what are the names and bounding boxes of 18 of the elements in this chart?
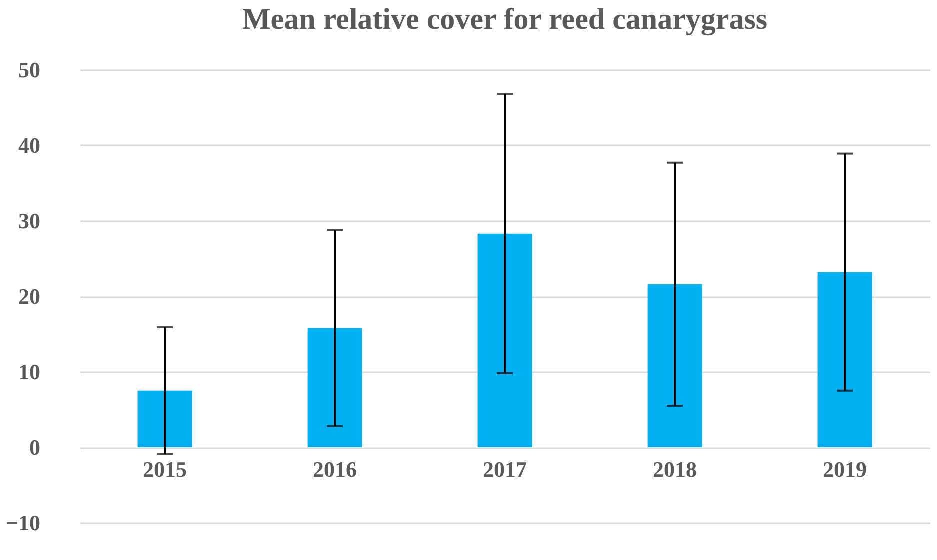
y-tick-label: −10 <box>6 510 40 536</box>
bar <box>818 272 872 448</box>
x-tick-label: 2015 <box>143 457 187 482</box>
y-tick-label: 50 <box>18 58 40 82</box>
y-tick-label: 30 <box>18 208 40 234</box>
bar <box>648 284 702 448</box>
x-tick-label: 2016 <box>313 457 357 482</box>
chart-title: Mean relative cover for reed canarygrass <box>242 3 768 36</box>
x-tick-label: 2018 <box>653 457 697 482</box>
y-tick-label: 20 <box>18 284 40 309</box>
bar <box>478 234 532 448</box>
bar <box>138 390 192 448</box>
x-tick-label: 2017 <box>483 457 527 482</box>
y-tick-label: 10 <box>18 360 40 384</box>
x-tick-label: 2019 <box>823 457 867 482</box>
y-tick-label: 40 <box>18 133 40 158</box>
bar <box>308 328 362 448</box>
y-tick-label: 0 <box>30 435 40 460</box>
